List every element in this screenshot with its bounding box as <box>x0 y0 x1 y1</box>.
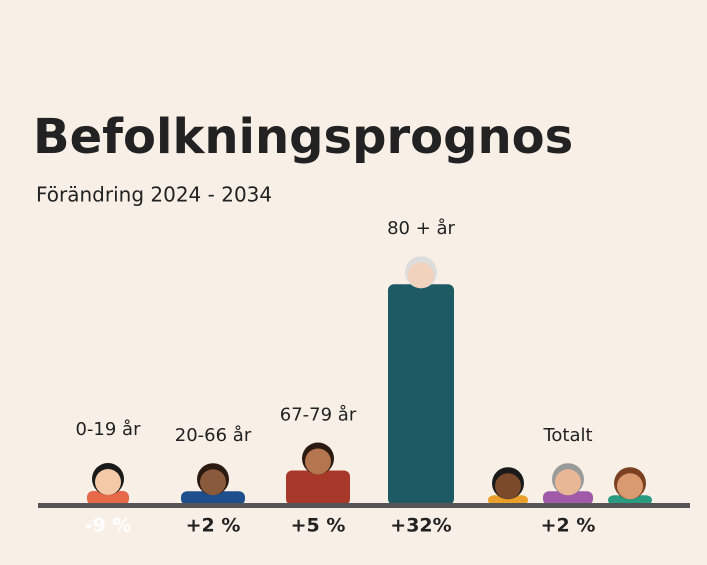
value-label: +5 % <box>291 515 346 537</box>
baseline <box>38 503 690 508</box>
value-label: -9 % <box>85 515 132 537</box>
bar <box>181 491 245 505</box>
category-label: 67-79 år <box>280 405 357 426</box>
category-label: 80 + år <box>387 218 455 239</box>
category-label: 0-19 år <box>75 419 141 440</box>
value-label: +32% <box>390 515 451 537</box>
chart-subtitle: Förändring 2024 - 2034 <box>36 183 272 207</box>
bar <box>608 495 652 505</box>
head <box>200 469 226 496</box>
head <box>555 469 581 496</box>
bar <box>388 284 454 505</box>
head <box>495 473 521 500</box>
value-label: +2 % <box>186 515 241 537</box>
head <box>617 473 643 500</box>
bar <box>286 470 350 505</box>
category-label: Totalt <box>542 425 592 446</box>
head <box>408 262 434 289</box>
chart-title: Befolkningsprognos <box>33 109 573 165</box>
head <box>95 469 121 495</box>
value-label: +2 % <box>541 515 596 537</box>
bar <box>87 491 129 505</box>
head <box>305 448 331 475</box>
category-label: 20-66 år <box>175 425 252 446</box>
bar <box>543 491 593 505</box>
bar <box>488 495 528 505</box>
